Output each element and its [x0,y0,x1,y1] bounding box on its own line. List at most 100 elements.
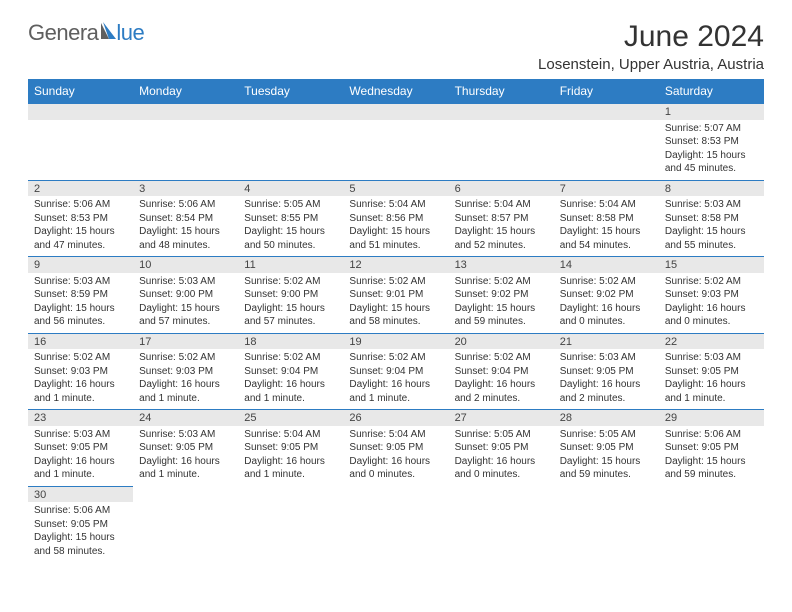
day-number-cell: 27 [449,410,554,426]
day-number-row: 16171819202122 [28,333,764,349]
daylight-text: Daylight: 15 hours and 50 minutes. [244,225,337,252]
sunrise-text: Sunrise: 5:03 AM [560,351,653,365]
sunset-text: Sunset: 9:05 PM [139,441,232,455]
sunrise-text: Sunrise: 5:02 AM [139,351,232,365]
day-detail-cell: Sunrise: 5:03 AMSunset: 9:05 PMDaylight:… [28,426,133,487]
sunset-text: Sunset: 9:05 PM [34,518,127,532]
daylight-text: Daylight: 15 hours and 47 minutes. [34,225,127,252]
day-number-cell: 17 [133,333,238,349]
sunset-text: Sunset: 8:58 PM [560,212,653,226]
sunset-text: Sunset: 9:03 PM [34,365,127,379]
sunset-text: Sunset: 9:05 PM [349,441,442,455]
sunrise-text: Sunrise: 5:02 AM [560,275,653,289]
daylight-text: Daylight: 15 hours and 57 minutes. [139,302,232,329]
day-detail-cell [449,502,554,562]
sunrise-text: Sunrise: 5:02 AM [665,275,758,289]
day-detail-cell: Sunrise: 5:02 AMSunset: 9:02 PMDaylight:… [554,273,659,334]
day-number-cell: 1 [659,104,764,120]
day-header: Tuesday [238,79,343,104]
day-detail-cell: Sunrise: 5:02 AMSunset: 9:04 PMDaylight:… [449,349,554,410]
day-number-cell: 21 [554,333,659,349]
sunrise-text: Sunrise: 5:04 AM [349,198,442,212]
day-header: Monday [133,79,238,104]
day-detail-cell [343,502,448,562]
daylight-text: Daylight: 15 hours and 59 minutes. [665,455,758,482]
sunrise-text: Sunrise: 5:02 AM [349,275,442,289]
day-number-cell: 2 [28,180,133,196]
month-title: June 2024 [538,20,764,54]
day-number-cell: 13 [449,257,554,273]
daylight-text: Daylight: 16 hours and 0 minutes. [455,455,548,482]
day-detail-row: Sunrise: 5:03 AMSunset: 9:05 PMDaylight:… [28,426,764,487]
day-number-cell [659,486,764,502]
daylight-text: Daylight: 15 hours and 54 minutes. [560,225,653,252]
sunset-text: Sunset: 9:03 PM [139,365,232,379]
sunrise-text: Sunrise: 5:06 AM [139,198,232,212]
day-detail-cell: Sunrise: 5:07 AMSunset: 8:53 PMDaylight:… [659,120,764,181]
day-detail-cell: Sunrise: 5:03 AMSunset: 8:59 PMDaylight:… [28,273,133,334]
sunrise-text: Sunrise: 5:03 AM [34,275,127,289]
day-detail-row: Sunrise: 5:02 AMSunset: 9:03 PMDaylight:… [28,349,764,410]
daylight-text: Daylight: 16 hours and 0 minutes. [665,302,758,329]
sunset-text: Sunset: 9:05 PM [244,441,337,455]
day-number-cell: 20 [449,333,554,349]
sunset-text: Sunset: 9:04 PM [244,365,337,379]
day-number-cell: 11 [238,257,343,273]
sunrise-text: Sunrise: 5:07 AM [665,122,758,136]
day-number-row: 30 [28,486,764,502]
day-header: Saturday [659,79,764,104]
day-detail-cell: Sunrise: 5:03 AMSunset: 9:05 PMDaylight:… [133,426,238,487]
day-detail-cell [554,120,659,181]
sunset-text: Sunset: 9:00 PM [139,288,232,302]
day-detail-cell: Sunrise: 5:03 AMSunset: 9:00 PMDaylight:… [133,273,238,334]
day-detail-cell [238,502,343,562]
daylight-text: Daylight: 16 hours and 0 minutes. [349,455,442,482]
day-number-cell: 22 [659,333,764,349]
day-header: Sunday [28,79,133,104]
daylight-text: Daylight: 15 hours and 59 minutes. [560,455,653,482]
daylight-text: Daylight: 16 hours and 1 minute. [244,378,337,405]
sunset-text: Sunset: 9:05 PM [34,441,127,455]
day-detail-cell: Sunrise: 5:02 AMSunset: 9:03 PMDaylight:… [28,349,133,410]
day-number-cell [554,104,659,120]
day-detail-cell: Sunrise: 5:02 AMSunset: 9:03 PMDaylight:… [659,273,764,334]
sunrise-text: Sunrise: 5:02 AM [244,351,337,365]
daylight-text: Daylight: 15 hours and 58 minutes. [34,531,127,558]
day-detail-cell: Sunrise: 5:02 AMSunset: 9:03 PMDaylight:… [133,349,238,410]
sunrise-text: Sunrise: 5:03 AM [139,275,232,289]
day-number-cell: 19 [343,333,448,349]
logo: Genera lue [28,20,144,46]
day-detail-cell [28,120,133,181]
day-number-cell: 18 [238,333,343,349]
day-detail-cell: Sunrise: 5:02 AMSunset: 9:01 PMDaylight:… [343,273,448,334]
sunrise-text: Sunrise: 5:02 AM [455,351,548,365]
day-detail-cell [343,120,448,181]
day-number-row: 1 [28,104,764,120]
day-number-cell [449,104,554,120]
day-header: Thursday [449,79,554,104]
sunset-text: Sunset: 8:58 PM [665,212,758,226]
sunrise-text: Sunrise: 5:02 AM [34,351,127,365]
daylight-text: Daylight: 16 hours and 1 minute. [244,455,337,482]
sunset-text: Sunset: 9:04 PM [455,365,548,379]
sunset-text: Sunset: 9:05 PM [665,365,758,379]
day-number-cell: 10 [133,257,238,273]
day-detail-cell: Sunrise: 5:03 AMSunset: 9:05 PMDaylight:… [554,349,659,410]
daylight-text: Daylight: 16 hours and 1 minute. [139,455,232,482]
sunrise-text: Sunrise: 5:04 AM [349,428,442,442]
sunset-text: Sunset: 9:05 PM [455,441,548,455]
day-header: Friday [554,79,659,104]
daylight-text: Daylight: 16 hours and 1 minute. [139,378,232,405]
day-detail-cell: Sunrise: 5:04 AMSunset: 8:58 PMDaylight:… [554,196,659,257]
day-number-cell [343,486,448,502]
day-number-cell: 14 [554,257,659,273]
sunrise-text: Sunrise: 5:02 AM [455,275,548,289]
day-number-cell: 7 [554,180,659,196]
day-number-cell: 25 [238,410,343,426]
daylight-text: Daylight: 15 hours and 52 minutes. [455,225,548,252]
day-detail-row: Sunrise: 5:03 AMSunset: 8:59 PMDaylight:… [28,273,764,334]
daylight-text: Daylight: 16 hours and 1 minute. [34,455,127,482]
day-detail-cell: Sunrise: 5:04 AMSunset: 9:05 PMDaylight:… [343,426,448,487]
day-detail-cell: Sunrise: 5:06 AMSunset: 8:53 PMDaylight:… [28,196,133,257]
daylight-text: Daylight: 15 hours and 59 minutes. [455,302,548,329]
